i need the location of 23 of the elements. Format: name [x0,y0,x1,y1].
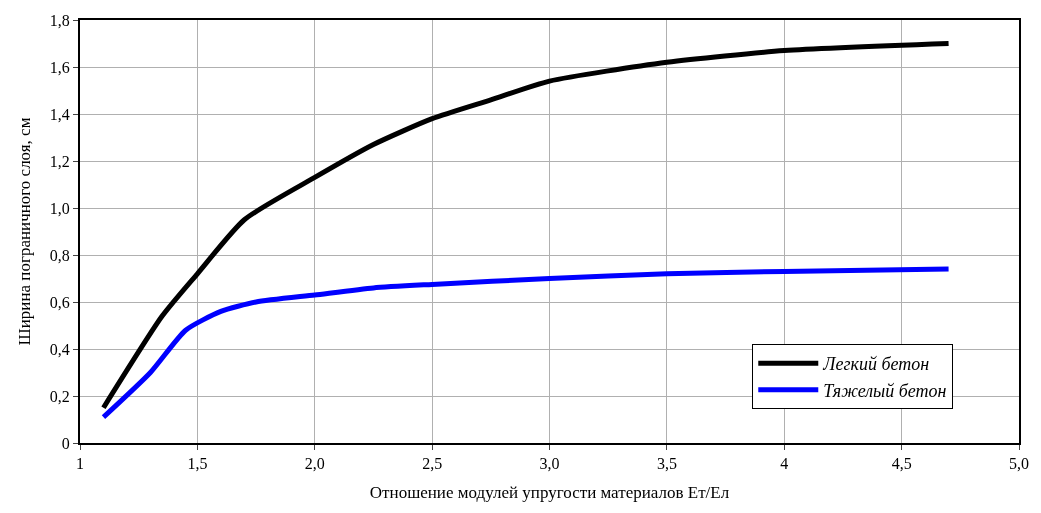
x-tick-label: 4 [780,455,789,473]
x-tick-label: 3,5 [656,455,677,473]
y-tick-label: 1,6 [49,58,70,76]
x-tick-label: 3,0 [539,455,560,473]
legend-label: Тяжелый бетон [823,380,947,401]
y-tick-label: 0,2 [49,387,70,405]
y-tick-label: 1,8 [49,11,70,29]
y-axis-title: Ширина пограничного слоя, см [14,117,34,346]
y-tick-label: 0,4 [49,340,70,358]
y-tick-label: 0 [61,434,70,452]
x-tick-label: 1 [76,455,84,473]
y-tick-label: 1,2 [49,152,70,170]
y-tick-label: 1,0 [49,199,70,217]
y-tick-label: 0,6 [49,293,70,311]
x-tick-label: 4,5 [891,455,912,473]
x-tick-label: 5,0 [1009,455,1029,473]
x-tick-label: 1,5 [187,455,208,473]
x-tick-label: 2,5 [422,455,443,473]
y-tick-label: 0,8 [49,246,70,264]
y-tick-label: 1,4 [49,105,70,123]
legend-label: Легкий бетон [822,354,930,375]
x-tick-label: 2,0 [304,455,325,473]
x-axis-title: Отношение модулей упругости материалов Ет/Ел [369,483,730,503]
